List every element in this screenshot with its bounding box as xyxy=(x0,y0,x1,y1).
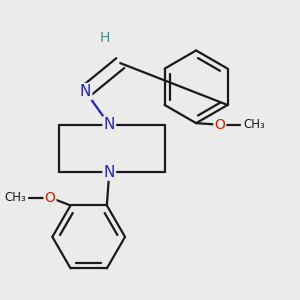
Text: CH₃: CH₃ xyxy=(4,191,26,204)
Text: O: O xyxy=(214,118,225,132)
Text: N: N xyxy=(80,84,91,99)
Text: N: N xyxy=(103,165,115,180)
Text: H: H xyxy=(99,31,110,45)
Text: O: O xyxy=(45,190,56,205)
Text: N: N xyxy=(103,117,115,132)
Text: CH₃: CH₃ xyxy=(244,118,265,131)
